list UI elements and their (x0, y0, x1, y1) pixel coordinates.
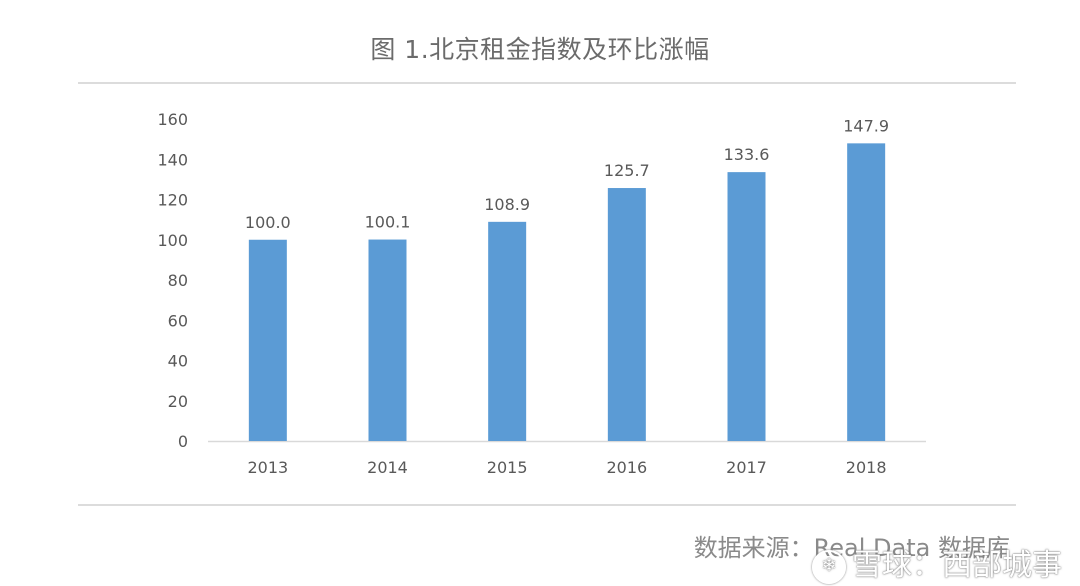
x-tick-label: 2015 (487, 458, 528, 477)
bar (847, 143, 886, 441)
watermark: ❄ 雪球：西部城事 (812, 540, 1062, 584)
watermark-text: 雪球：西部城事 (852, 548, 1062, 583)
x-axis: 2013 2014 2015 2016 2017 2018 (247, 458, 886, 477)
data-label: 100.1 (365, 213, 411, 232)
x-tick-label: 2018 (846, 458, 887, 477)
y-tick-label: 100 (157, 231, 188, 250)
x-tick-label: 2013 (247, 458, 288, 477)
y-tick-label: 120 (157, 191, 188, 210)
x-tick-label: 2016 (606, 458, 647, 477)
data-label: 108.9 (484, 195, 530, 214)
bar (368, 239, 407, 441)
y-tick-label: 40 (168, 352, 188, 371)
chart-title: 图 1.北京租金指数及环比涨幅 (370, 35, 710, 64)
y-tick-label: 80 (168, 271, 188, 290)
y-tick-label: 20 (168, 392, 188, 411)
data-label: 125.7 (604, 161, 650, 180)
bar (727, 172, 766, 441)
x-tick-label: 2014 (367, 458, 408, 477)
x-tick-label: 2017 (726, 458, 767, 477)
y-tick-label: 60 (168, 311, 188, 330)
y-axis: 0 20 40 60 80 100 120 140 160 (157, 110, 188, 451)
snowball-logo-icon: ❄ (812, 549, 846, 584)
data-label: 147.9 (843, 116, 889, 135)
bar (248, 239, 287, 441)
bar-series: 100.0 100.1 108.9 125.7 133.6 147.9 (245, 116, 889, 441)
bar (607, 188, 646, 441)
data-label: 100.0 (245, 213, 291, 232)
bottom-divider (78, 504, 1016, 506)
y-tick-label: 140 (157, 150, 188, 169)
bar (488, 221, 527, 441)
data-source-note: 数据来源：Real Data 数据库 (693, 534, 1010, 562)
y-tick-label: 0 (178, 432, 188, 451)
top-divider (78, 82, 1016, 84)
y-tick-label: 160 (157, 110, 188, 129)
data-label: 133.6 (724, 145, 770, 164)
